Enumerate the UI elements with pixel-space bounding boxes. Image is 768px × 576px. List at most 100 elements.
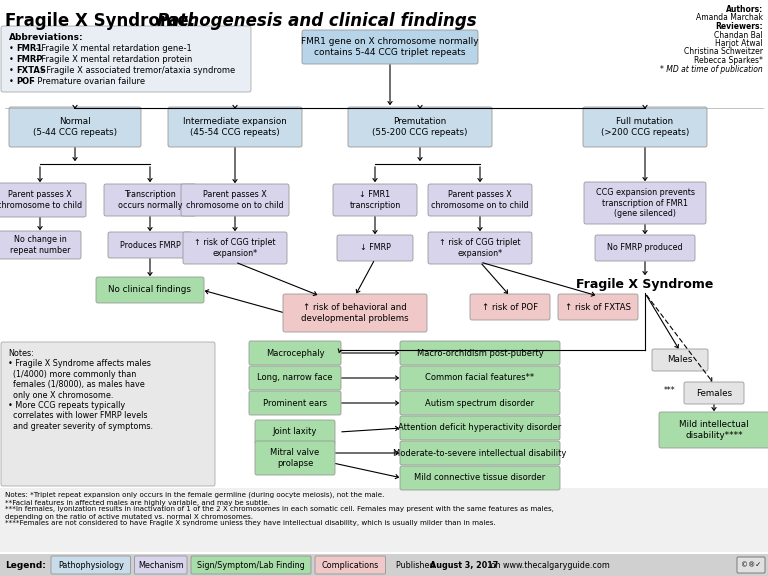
Text: Autism spectrum disorder: Autism spectrum disorder [425,399,535,407]
Text: FMRP: FMRP [16,55,42,64]
FancyBboxPatch shape [1,26,251,92]
Text: Published: Published [396,560,436,570]
FancyBboxPatch shape [659,412,768,448]
Text: FXTAS: FXTAS [16,66,46,75]
FancyBboxPatch shape [9,107,141,147]
FancyBboxPatch shape [333,184,417,216]
Text: Notes:
• Fragile X Syndrome affects males
  (1/4000) more commonly than
  female: Notes: • Fragile X Syndrome affects male… [8,349,153,431]
Text: Macro-orchidism post-puberty: Macro-orchidism post-puberty [416,348,544,358]
Text: Normal
(5-44 CCG repeats): Normal (5-44 CCG repeats) [33,118,117,137]
Text: Chandan Bal: Chandan Bal [714,31,763,40]
Text: - Fragile X mental retardation protein: - Fragile X mental retardation protein [33,55,193,64]
FancyBboxPatch shape [255,420,335,444]
FancyBboxPatch shape [168,107,302,147]
FancyBboxPatch shape [337,235,413,261]
FancyBboxPatch shape [0,231,81,259]
FancyBboxPatch shape [470,294,550,320]
Text: August 3, 2017: August 3, 2017 [429,560,498,570]
Text: ↑ risk of FXTAS: ↑ risk of FXTAS [565,302,631,312]
Text: Parent passes X
chromosome to child: Parent passes X chromosome to child [0,190,83,210]
FancyBboxPatch shape [400,366,560,390]
FancyBboxPatch shape [428,184,532,216]
Text: Pathophysiology: Pathophysiology [58,560,124,570]
Text: - Fragile X associated tremor/ataxia syndrome: - Fragile X associated tremor/ataxia syn… [38,66,235,75]
Text: Christina Schweitzer: Christina Schweitzer [684,47,763,56]
Text: Rebecca Sparkes*: Rebecca Sparkes* [694,56,763,65]
Text: Authors:: Authors: [726,5,763,14]
Text: Fragile X Syndrome: Fragile X Syndrome [576,278,713,291]
FancyBboxPatch shape [348,107,492,147]
FancyBboxPatch shape [400,416,560,440]
FancyBboxPatch shape [684,382,744,404]
FancyBboxPatch shape [652,349,708,371]
FancyBboxPatch shape [0,554,768,576]
Text: Full mutation
(>200 CCG repeats): Full mutation (>200 CCG repeats) [601,118,689,137]
FancyBboxPatch shape [1,342,215,486]
Text: Prominent ears: Prominent ears [263,399,327,407]
Text: No change in
repeat number: No change in repeat number [10,236,70,255]
FancyBboxPatch shape [255,441,335,475]
Text: ↑ risk of POF: ↑ risk of POF [482,302,538,312]
FancyBboxPatch shape [0,488,768,552]
FancyBboxPatch shape [302,30,478,64]
FancyBboxPatch shape [0,183,86,217]
FancyBboxPatch shape [249,366,341,390]
Text: Abbreviations:: Abbreviations: [9,33,84,42]
Text: No FMRP produced: No FMRP produced [607,244,683,252]
Text: FMR1: FMR1 [16,44,42,53]
FancyBboxPatch shape [283,294,427,332]
Text: Harjot Atwal: Harjot Atwal [715,39,763,48]
FancyBboxPatch shape [428,232,532,264]
FancyBboxPatch shape [191,556,311,574]
Text: Mild intellectual
disability****: Mild intellectual disability**** [679,420,749,439]
FancyBboxPatch shape [249,391,341,415]
Text: ↑ risk of CGG triplet
expansion*: ↑ risk of CGG triplet expansion* [194,238,276,257]
Text: ↓ FMR1
transcription: ↓ FMR1 transcription [349,190,401,210]
Text: * MD at time of publication: * MD at time of publication [660,65,763,74]
Text: Amanda Marchak: Amanda Marchak [696,13,763,22]
FancyBboxPatch shape [400,391,560,415]
Text: ©®✓: ©®✓ [741,562,761,568]
Text: - Fragile X mental retardation gene-1: - Fragile X mental retardation gene-1 [33,44,192,53]
Text: FMR1 gene on X chromosome normally
contains 5-44 CCG triplet repeats: FMR1 gene on X chromosome normally conta… [301,37,478,56]
FancyBboxPatch shape [558,294,638,320]
FancyBboxPatch shape [595,235,695,261]
Text: Mild connective tissue disorder: Mild connective tissue disorder [415,473,545,483]
FancyBboxPatch shape [108,232,192,258]
Text: Mechanism: Mechanism [138,560,184,570]
FancyBboxPatch shape [400,466,560,490]
Text: •: • [9,55,16,64]
FancyBboxPatch shape [400,341,560,365]
Text: Intermediate expansion
(45-54 CCG repeats): Intermediate expansion (45-54 CCG repeat… [183,118,287,137]
Text: CCG expansion prevents
transcription of FMR1
(gene silenced): CCG expansion prevents transcription of … [595,188,694,218]
FancyBboxPatch shape [737,557,765,573]
Text: ***: *** [664,385,676,395]
Text: Fragile X Syndrome:: Fragile X Syndrome: [5,12,201,30]
FancyBboxPatch shape [400,441,560,465]
FancyBboxPatch shape [584,182,706,224]
Text: Parent passes X
chromosome on to child: Parent passes X chromosome on to child [186,190,284,210]
Text: Attention deficit hyperactivity disorder: Attention deficit hyperactivity disorder [399,423,561,433]
Text: Parent passes X
chromosome on to child: Parent passes X chromosome on to child [431,190,529,210]
FancyBboxPatch shape [181,184,289,216]
Text: Transcription
occurs normally: Transcription occurs normally [118,190,182,210]
Text: Reviewers:: Reviewers: [715,22,763,31]
FancyBboxPatch shape [96,277,204,303]
FancyBboxPatch shape [249,341,341,365]
Text: Pathogenesis and clinical findings: Pathogenesis and clinical findings [157,12,477,30]
Text: Complications: Complications [322,560,379,570]
Text: Notes: *Triplet repeat expansion only occurs in the female germline (during oocy: Notes: *Triplet repeat expansion only oc… [5,492,554,526]
Text: Common facial features**: Common facial features** [425,373,535,382]
Text: Females: Females [696,388,732,397]
Text: Mitral valve
prolapse: Mitral valve prolapse [270,448,319,468]
Text: •: • [9,66,16,75]
Text: on www.thecalgaryguide.com: on www.thecalgaryguide.com [488,560,609,570]
Text: Legend:: Legend: [5,560,46,570]
Text: - Premature ovarian failure: - Premature ovarian failure [29,77,145,86]
Text: POF: POF [16,77,35,86]
FancyBboxPatch shape [183,232,287,264]
Text: Macrocephaly: Macrocephaly [266,348,324,358]
Text: ↓ FMRP: ↓ FMRP [359,244,390,252]
Text: Males: Males [667,355,693,365]
Text: No clinical findings: No clinical findings [108,286,191,294]
